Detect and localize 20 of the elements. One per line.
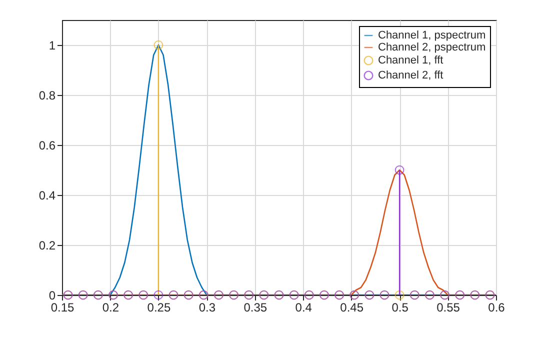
legend-label: Channel 2, pspectrum <box>378 42 486 54</box>
x-tick-label: 0.45 <box>340 300 364 314</box>
y-tick-label: 0 <box>48 288 56 302</box>
x-tick-label: 0.55 <box>436 300 460 314</box>
x-tick-label: 0.3 <box>198 300 216 314</box>
y-tick-label: 1 <box>48 38 56 52</box>
y-tick-label: 0.8 <box>38 88 56 102</box>
legend-label: Channel 2, fft <box>378 70 444 82</box>
legend-label: Channel 1, fft <box>378 54 444 66</box>
y-tick-label: 0.4 <box>38 188 56 202</box>
x-tick-label: 0.6 <box>488 300 506 314</box>
x-tick-label: 0.5 <box>392 300 409 314</box>
x-tick-label: 0.15 <box>50 300 74 314</box>
x-tick-label: 0.25 <box>147 300 171 314</box>
legend-label: Channel 1, pspectrum <box>378 30 486 42</box>
x-tick-label: 0.2 <box>102 300 120 314</box>
y-tick-label: 0.2 <box>38 238 56 252</box>
x-tick-label: 0.35 <box>244 300 268 314</box>
x-tick-label: 0.4 <box>295 300 312 314</box>
y-tick-label: 0.6 <box>38 138 56 152</box>
